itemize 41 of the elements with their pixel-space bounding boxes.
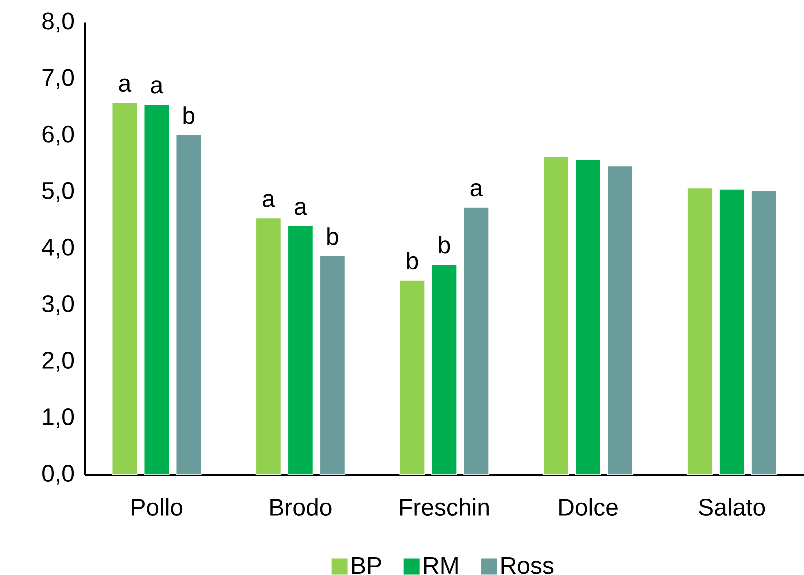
bar — [543, 156, 570, 475]
data-label: b — [407, 252, 418, 270]
legend-label: RM — [424, 557, 458, 574]
x-tick-label: Freschin — [400, 498, 489, 516]
legend-label: BP — [352, 557, 382, 574]
bar — [144, 104, 170, 475]
bar — [432, 264, 458, 475]
y-tick-label: 5,0 — [42, 182, 74, 202]
y-tick-label: 1,0 — [43, 408, 74, 428]
data-label: b — [328, 228, 338, 246]
x-tick-label: Salato — [699, 498, 766, 516]
x-tick-label: Pollo — [132, 498, 183, 516]
data-label: a — [263, 194, 276, 208]
x-tick-label: Brodo — [270, 498, 332, 516]
data-label: a — [295, 202, 308, 216]
data-label: b — [184, 106, 195, 124]
y-tick-label: 8,0 — [42, 12, 74, 33]
bar — [751, 190, 777, 475]
bar — [607, 166, 634, 475]
legend-label: Ross — [502, 557, 554, 574]
bar — [320, 256, 346, 475]
data-label: a — [119, 78, 132, 92]
bar — [176, 134, 202, 475]
y-tick-label: 6,0 — [42, 126, 74, 146]
data-label: a — [151, 80, 164, 94]
bar — [687, 188, 713, 475]
y-tick-label: 7,0 — [42, 69, 74, 90]
bar — [400, 280, 426, 475]
y-tick-label: 3,0 — [42, 295, 74, 316]
y-tick-label: 2,0 — [42, 352, 74, 372]
bar — [256, 218, 282, 475]
bar — [719, 189, 745, 475]
bar — [575, 160, 602, 475]
x-tick-label: Dolce — [560, 498, 618, 516]
bar — [288, 226, 314, 475]
bar — [464, 207, 490, 475]
bar — [112, 102, 138, 475]
y-tick-label: 0,0 — [42, 465, 74, 485]
data-label: a — [470, 183, 484, 197]
data-label: b — [439, 236, 450, 254]
y-tick-label: 4,0 — [42, 238, 74, 259]
